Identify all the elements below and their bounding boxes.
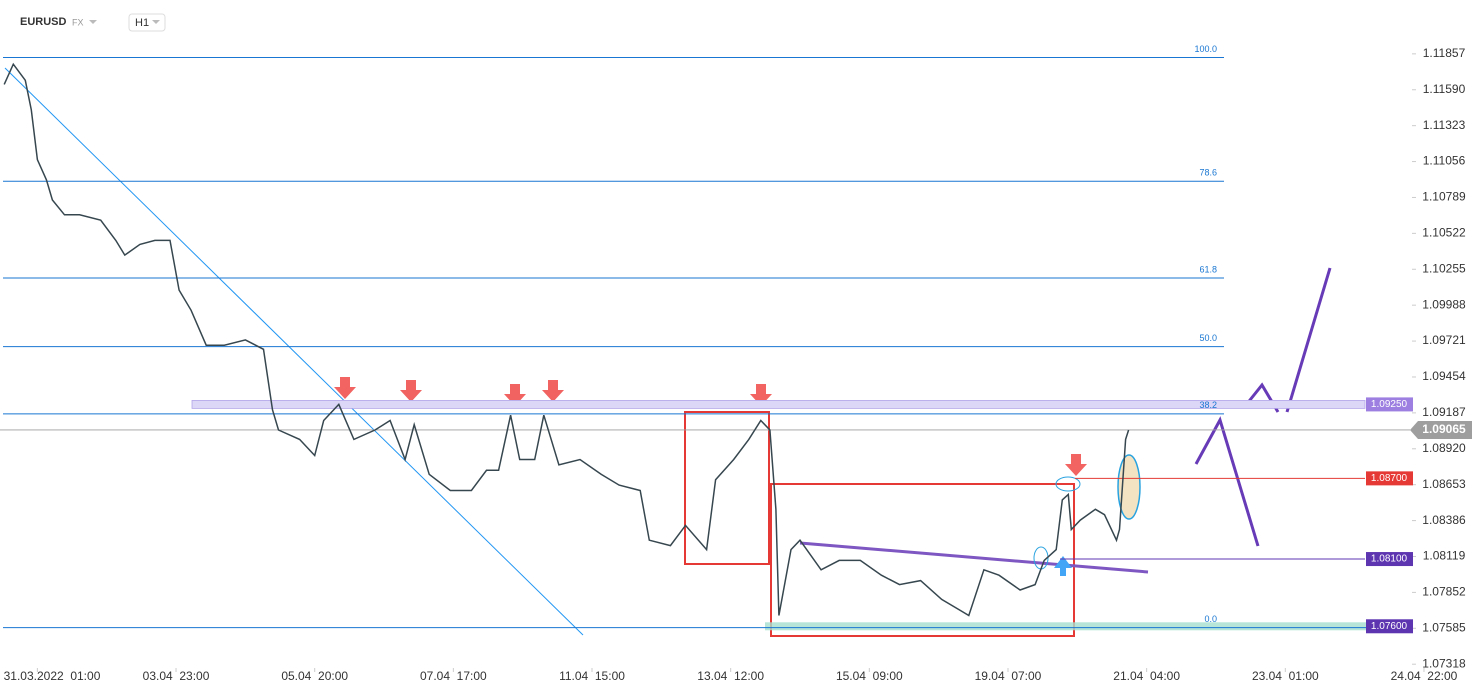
x-tick-label: 23.04 01:00	[1252, 669, 1319, 683]
level-badge	[1366, 471, 1413, 486]
x-tick-label: 15.04 09:00	[836, 669, 903, 683]
trend-line	[4, 67, 584, 636]
y-tick-label: 1.08920	[1422, 441, 1466, 455]
trend-line	[799, 541, 1149, 574]
level-badge-label: 1.08100	[1371, 554, 1408, 565]
fib-label: 38.2	[1199, 400, 1217, 410]
level-badge	[1366, 552, 1413, 567]
fib-label: 61.8	[1199, 264, 1217, 274]
y-tick-label: 1.07318	[1422, 656, 1466, 670]
level-badge-label: 1.07600	[1371, 621, 1408, 632]
y-tick-label: 1.11590	[1423, 82, 1466, 96]
y-tick-label: 1.10255	[1422, 261, 1466, 275]
interval-box[interactable]	[128, 13, 166, 32]
y-tick-label: 1.08386	[1422, 513, 1466, 527]
y-tick-label: 1.11323	[1423, 118, 1466, 132]
y-tick-label: 1.07585	[1422, 620, 1466, 634]
y-tick-label: 1.09454	[1422, 369, 1466, 383]
range-box	[770, 483, 1075, 637]
dropdown-icon[interactable]	[89, 20, 97, 24]
y-tick-label: 1.09187	[1422, 405, 1466, 419]
x-tick-label: 31.03.2022 01:00	[4, 669, 101, 683]
fib-label: 0.0	[1204, 614, 1217, 624]
x-tick-label: 11.04 15:00	[559, 669, 625, 683]
price-badge-label: 1.09065	[1422, 422, 1466, 436]
y-tick-label: 1.08653	[1422, 477, 1466, 491]
up-arrow	[1054, 556, 1072, 576]
x-tick-label: 24.04 22:00	[1391, 669, 1458, 683]
x-tick-label: 13.04 12:00	[697, 669, 764, 683]
fib-label: 100.0	[1194, 44, 1217, 54]
y-tick-label: 1.11056	[1423, 154, 1466, 168]
x-tick-label: 03.04 23:00	[143, 669, 210, 683]
level-badge	[1366, 397, 1413, 412]
projection	[1194, 416, 1260, 547]
x-tick-label: 07.04 17:00	[420, 669, 487, 683]
symbol[interactable]: EURUSD	[20, 16, 67, 28]
price-line	[3, 62, 1130, 617]
y-tick-label: 1.08119	[1423, 549, 1466, 563]
x-tick-label: 21.04 04:00	[1113, 669, 1180, 683]
level-badge	[1366, 619, 1413, 634]
level-badge-label: 1.09250	[1371, 399, 1408, 410]
fib-label: 50.0	[1199, 333, 1217, 343]
interval[interactable]: H1	[135, 17, 149, 29]
y-tick-label: 1.10789	[1422, 190, 1466, 204]
projection	[1285, 267, 1332, 413]
resistance-zone	[191, 400, 1366, 409]
price-badge	[1410, 420, 1472, 439]
x-tick-label: 19.04 07:00	[975, 669, 1042, 683]
dropdown-icon[interactable]	[152, 20, 160, 24]
level-badge-label: 1.08700	[1371, 473, 1408, 484]
market: FX	[72, 17, 84, 27]
annotations	[4, 67, 1332, 637]
x-tick-label: 05.04 20:00	[281, 669, 348, 683]
y-tick-label: 1.10522	[1422, 226, 1466, 240]
y-tick-label: 1.09721	[1422, 333, 1466, 347]
y-tick-label: 1.11857	[1423, 46, 1466, 60]
y-tick-label: 1.09988	[1422, 297, 1466, 311]
fib-label: 78.6	[1199, 168, 1217, 178]
range-box	[684, 411, 770, 565]
support-zone	[765, 622, 1412, 631]
highlight	[1055, 476, 1081, 492]
down-arrows	[334, 377, 1087, 476]
y-tick-label: 1.07852	[1422, 585, 1466, 599]
